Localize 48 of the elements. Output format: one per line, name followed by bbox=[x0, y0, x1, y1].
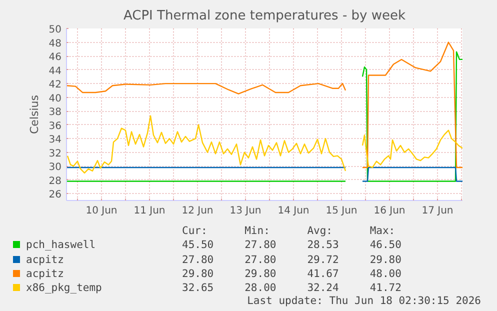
text: 48.00 bbox=[368, 266, 402, 282]
y-tick-label: 44 bbox=[48, 66, 62, 77]
y-tick-label: 32 bbox=[48, 148, 62, 160]
text: 28.53 bbox=[306, 238, 340, 253]
x-tick-label: 17 Jun bbox=[422, 206, 454, 216]
y-tick-label: 50 bbox=[48, 24, 62, 36]
text: 45.50 bbox=[181, 238, 215, 253]
legend-label: pch_haswell bbox=[25, 238, 97, 253]
legend-label: acpitz bbox=[25, 266, 65, 282]
text: Max: bbox=[368, 224, 396, 238]
x-tick-label: 15 Jun bbox=[326, 206, 358, 216]
y-tick-label: 34 bbox=[48, 134, 62, 146]
x-tick-label: 13 Jun bbox=[230, 206, 262, 216]
y-tick-label: 26 bbox=[48, 190, 62, 201]
y-tick-label: 30 bbox=[48, 162, 62, 174]
text: Avg: bbox=[306, 224, 334, 238]
text: Cur: bbox=[181, 224, 208, 238]
text: 27.80 bbox=[244, 238, 278, 253]
text: 41.72 bbox=[368, 281, 402, 296]
text: 28.00 bbox=[244, 281, 278, 296]
text: 46.50 bbox=[368, 238, 402, 253]
y-tick-label: 28 bbox=[48, 176, 62, 187]
y-tick-label: 36 bbox=[48, 120, 62, 132]
legend-label: x86_pkg_temp bbox=[25, 281, 103, 296]
y-tick-label: 42 bbox=[48, 80, 62, 91]
chart-title: ACPI Thermal zone temperatures - by week bbox=[123, 8, 406, 24]
text: 41.67 bbox=[306, 266, 340, 282]
x-tick-label: 10 Jun bbox=[86, 206, 118, 216]
text: 32.65 bbox=[181, 281, 215, 296]
y-tick-label: 48 bbox=[48, 38, 62, 50]
text: 29.80 bbox=[244, 266, 278, 282]
text: 27.80 bbox=[181, 252, 215, 267]
text: 29.80 bbox=[368, 252, 402, 267]
x-tick-label: 11 Jun bbox=[134, 206, 166, 216]
y-tick-label: 40 bbox=[48, 93, 62, 104]
y-tick-label: 46 bbox=[48, 52, 62, 64]
text: 29.80 bbox=[181, 266, 215, 282]
y-axis-title: Celsius bbox=[28, 94, 41, 134]
legend-label: acpitz bbox=[25, 252, 65, 267]
text: Last update: Thu Jun 18 02:30:15 2026 bbox=[246, 295, 482, 308]
x-tick-label: 14 Jun bbox=[278, 206, 310, 216]
y-tick-label: 38 bbox=[48, 107, 62, 118]
text: 29.72 bbox=[306, 252, 340, 267]
text: Min: bbox=[244, 224, 271, 238]
x-tick-label: 12 Jun bbox=[182, 206, 214, 216]
x-tick-label: 16 Jun bbox=[374, 206, 406, 216]
text: 32.24 bbox=[306, 281, 340, 296]
text: 27.80 bbox=[244, 252, 278, 267]
